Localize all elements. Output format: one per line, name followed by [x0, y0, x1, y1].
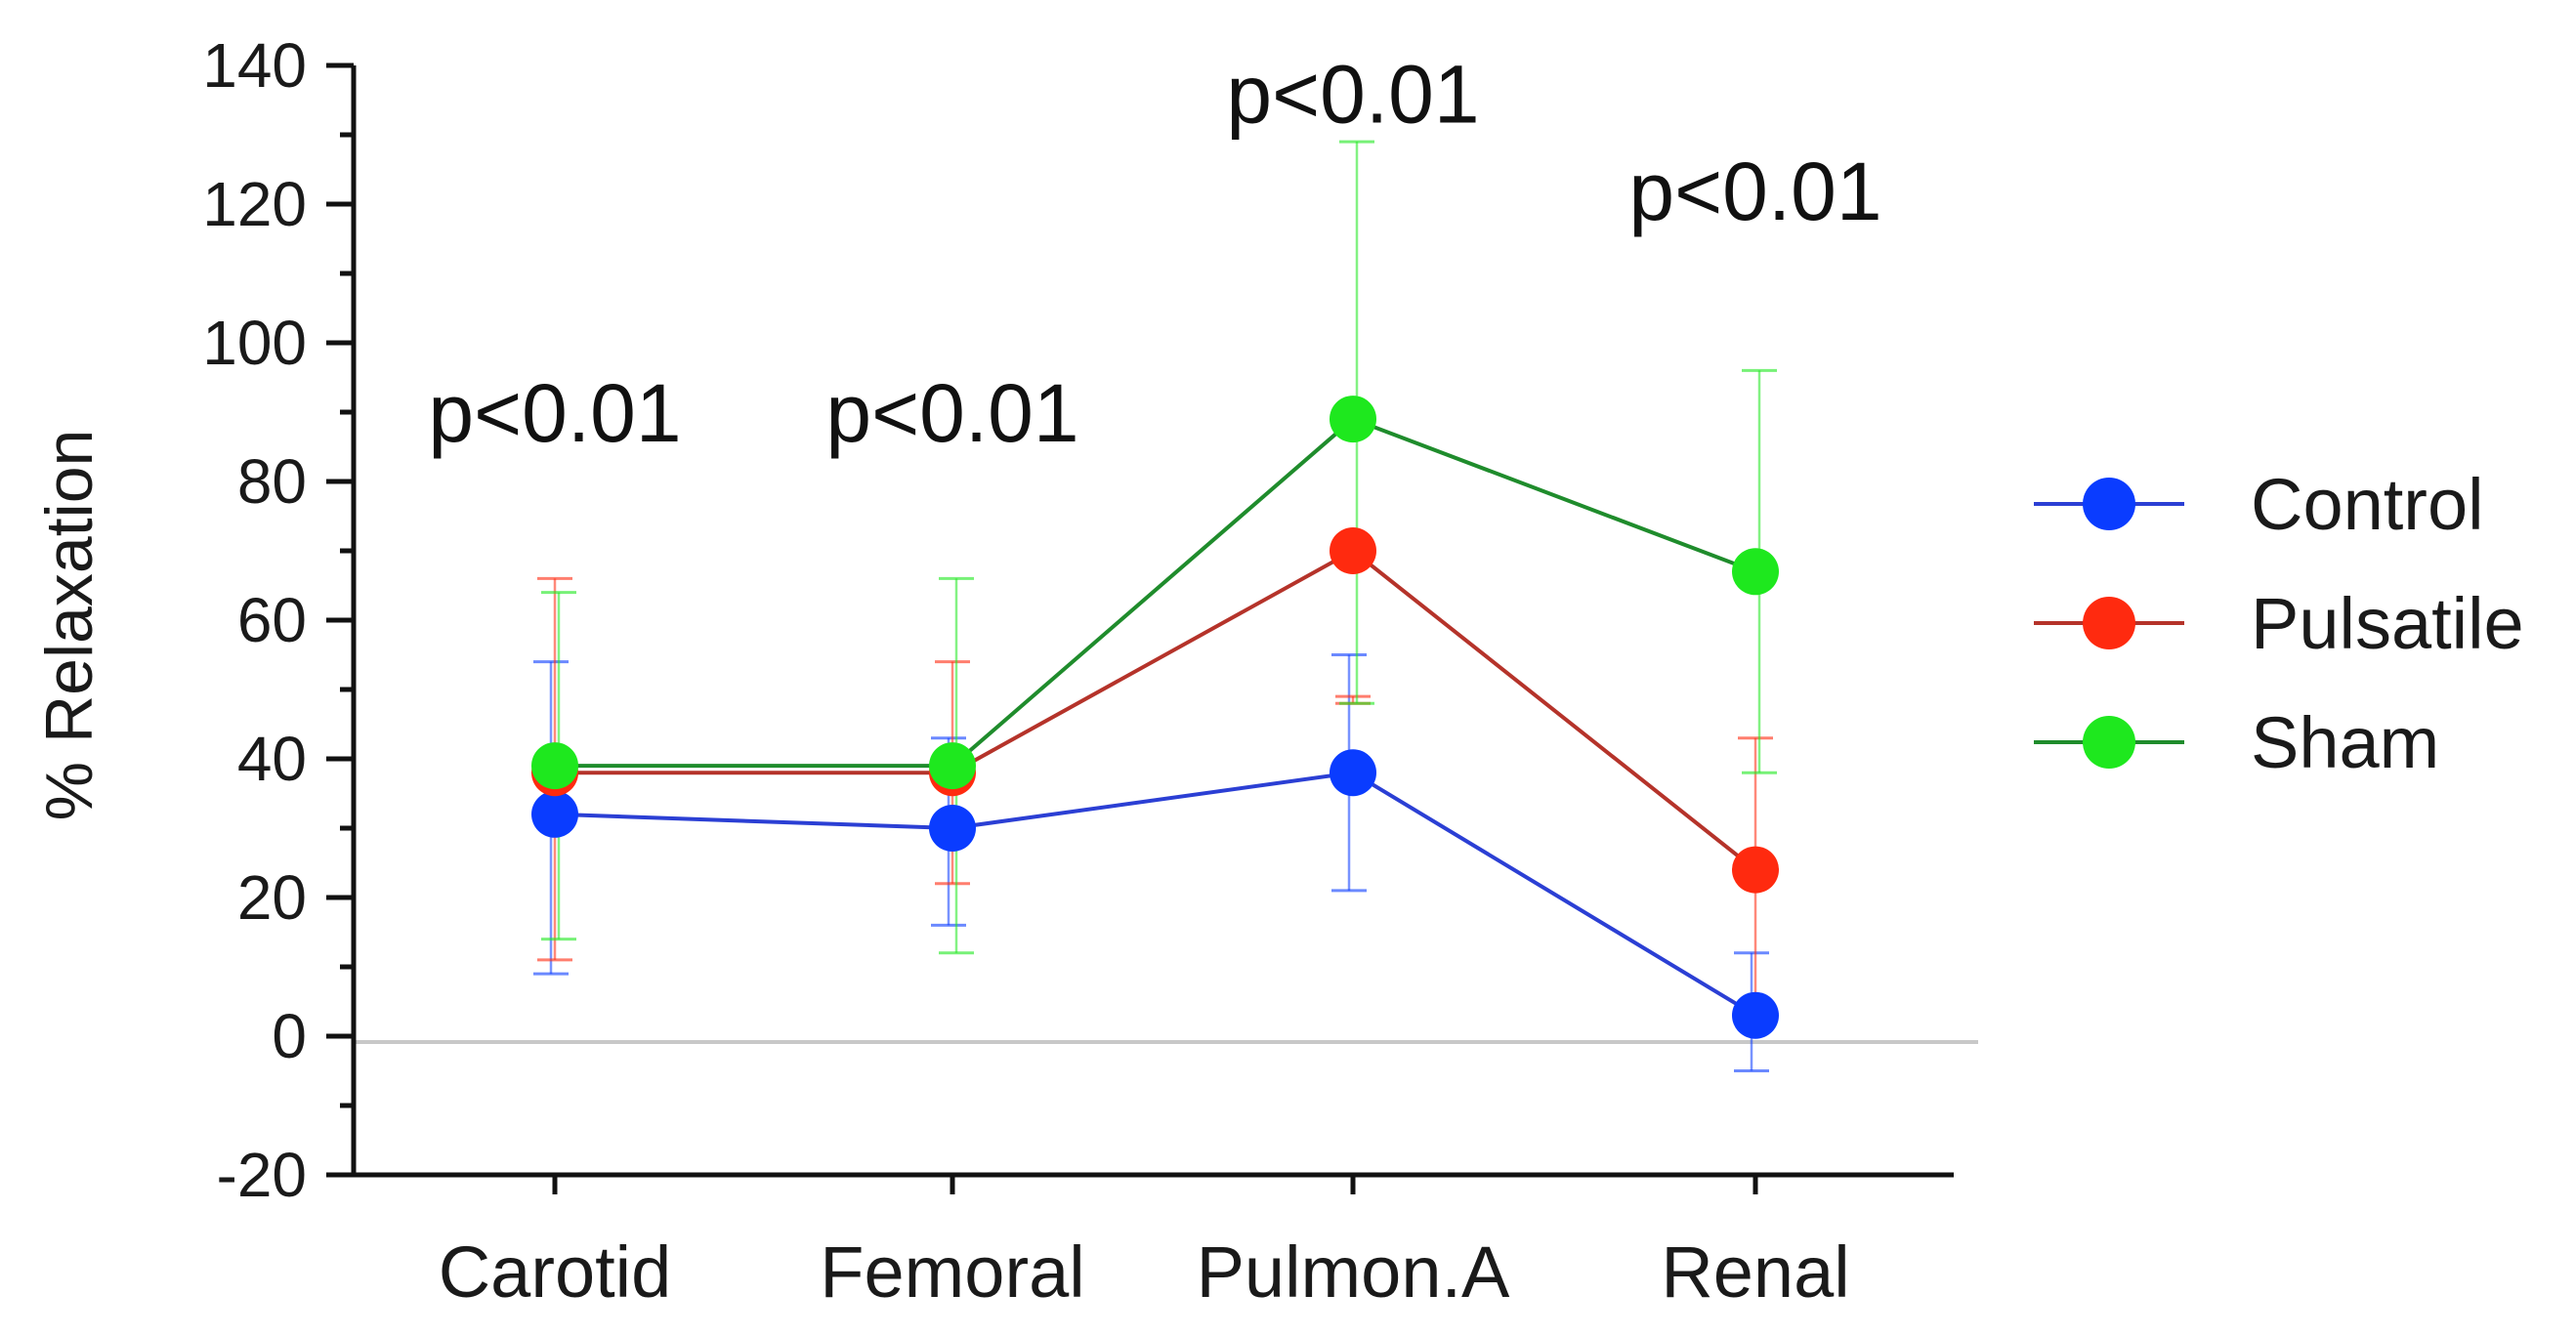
x-category-label: Femoral [820, 1232, 1084, 1313]
legend-label-pulsatile: Pulsatile [2251, 583, 2524, 664]
x-category-label: Pulmon.A [1197, 1232, 1510, 1313]
data-point-pulsatile-renal [1732, 846, 1779, 894]
data-point-control-carotid [531, 790, 578, 838]
y-tick-label: 40 [237, 724, 307, 794]
y-tick-label: 0 [272, 1001, 307, 1071]
x-category-label: Carotid [439, 1232, 672, 1313]
data-point-control-femoral [929, 805, 976, 852]
x-category-labels: Carotid Femoral Pulmon.A Renal [439, 1232, 1850, 1313]
y-axis-title: % Relaxation [32, 430, 106, 821]
y-tick-label: 60 [237, 585, 307, 655]
data-point-sham-renal [1732, 548, 1779, 596]
y-tick-label: -20 [217, 1140, 308, 1210]
data-point-sham-pulmona [1330, 396, 1376, 443]
y-tick-label: 20 [237, 862, 307, 933]
data-point-control-pulmona [1330, 749, 1376, 797]
p-value-annotation: p<0.01 [428, 367, 681, 459]
series-points [531, 396, 1779, 1039]
data-point-sham-femoral [929, 742, 976, 790]
y-tick-label: 100 [202, 308, 307, 378]
significance-annotations: p<0.01 p<0.01 p<0.01 p<0.01 [428, 48, 1881, 459]
series-lines [554, 416, 1757, 1018]
series-line-pulsatile [555, 548, 1757, 872]
p-value-annotation: p<0.01 [1226, 48, 1479, 140]
legend-marker-control [2083, 478, 2135, 530]
legend-marker-pulsatile [2083, 597, 2135, 649]
legend-label-sham: Sham [2251, 702, 2439, 783]
series-line-sham [555, 416, 1756, 769]
y-tick-label: 120 [202, 169, 307, 239]
p-value-annotation: p<0.01 [1628, 146, 1881, 237]
data-point-pulsatile-pulmona [1330, 527, 1376, 574]
error-bars [533, 140, 1777, 1072]
legend-label-control: Control [2251, 464, 2484, 545]
y-tick-label: 140 [202, 30, 307, 101]
x-category-label: Renal [1661, 1232, 1849, 1313]
y-ticks: -20 0 20 40 60 80 100 120 140 [202, 30, 354, 1210]
legend-marker-sham [2083, 716, 2135, 769]
legend: Control Pulsatile Sham [2034, 464, 2524, 783]
data-point-sham-carotid [531, 742, 578, 790]
p-value-annotation: p<0.01 [825, 367, 1078, 459]
y-tick-label: 80 [237, 446, 307, 517]
series-line-control [554, 771, 1757, 1018]
data-point-control-renal [1732, 991, 1779, 1039]
